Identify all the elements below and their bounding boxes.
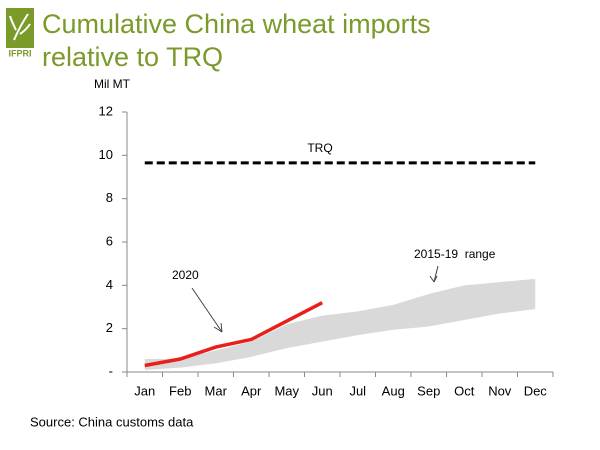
annotation-arrowhead [429, 275, 438, 283]
annotation-arrowhead [213, 322, 223, 333]
y-tick-label: 4 [106, 277, 113, 292]
range-band [144, 278, 536, 370]
line-series [144, 301, 324, 368]
x-tick-label: Feb [169, 383, 191, 398]
x-tick-label: May [274, 383, 299, 398]
y-axis-label: Mil MT [94, 77, 131, 91]
series-label: 2015-19 range [414, 247, 496, 261]
reference-label: TRQ [307, 141, 332, 155]
logo-text: IFPRI [8, 48, 31, 58]
y-tick-label: 10 [99, 147, 113, 162]
y-tick-label: 12 [99, 103, 113, 118]
x-tick-label: Dec [524, 383, 548, 398]
series-label: 2020 [172, 268, 199, 282]
x-tick-label: Oct [454, 383, 475, 398]
y-tick-label: 2 [106, 320, 113, 335]
annotation-arrow [191, 287, 223, 333]
chart-title: relative to TRQ [42, 42, 223, 72]
x-tick-label: Mar [205, 383, 228, 398]
x-tick-label: Nov [488, 383, 512, 398]
y-tick-label: - [109, 363, 113, 378]
x-tick-label: Sep [417, 383, 440, 398]
annotation-arrow [433, 265, 439, 283]
x-tick-label: Aug [382, 383, 405, 398]
x-tick-label: Jun [312, 383, 333, 398]
y-tick-label: 6 [106, 233, 113, 248]
chart-title: Cumulative China wheat imports [42, 9, 431, 39]
source: Source: China customs data [30, 414, 194, 429]
logo: IFPRI [6, 8, 34, 58]
x-tick-label: Jan [134, 383, 155, 398]
logo-icon [9, 13, 31, 41]
x-tick-label: Jul [349, 383, 366, 398]
y-tick-label: 8 [106, 190, 113, 205]
x-tick-label: Apr [241, 383, 262, 398]
